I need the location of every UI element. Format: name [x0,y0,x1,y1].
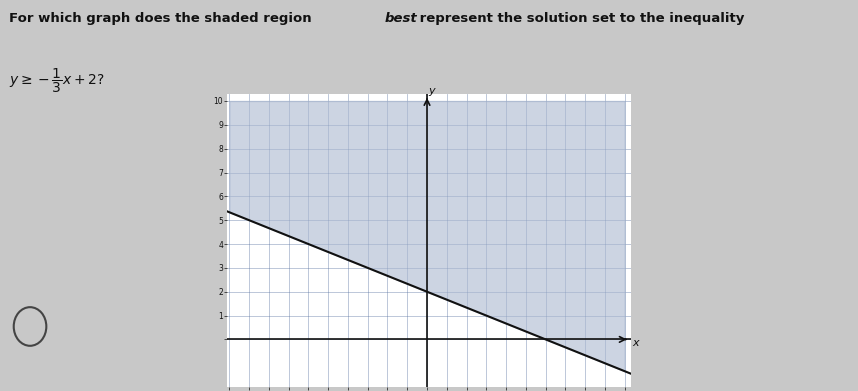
Text: For which graph does the shaded region: For which graph does the shaded region [9,12,316,25]
Text: best: best [384,12,417,25]
Text: x: x [632,338,639,348]
Text: represent the solution set to the inequality: represent the solution set to the inequa… [415,12,745,25]
Text: $y \geq -\dfrac{1}{3}x + 2?$: $y \geq -\dfrac{1}{3}x + 2?$ [9,66,104,95]
Text: y: y [429,86,435,96]
